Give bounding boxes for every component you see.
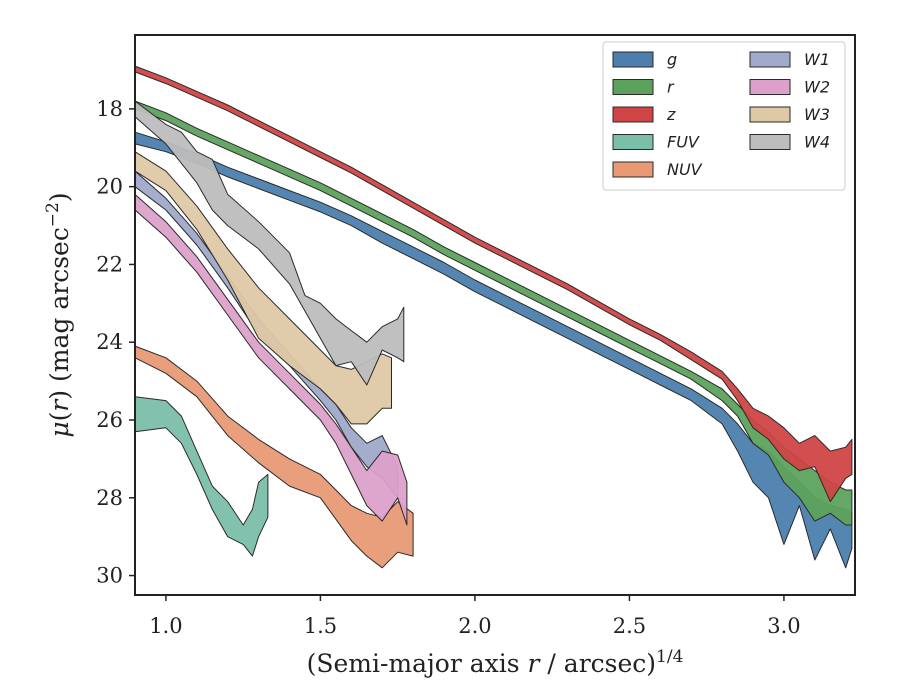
y-axis-ticks: 18 20 22 24 26 28 30: [96, 97, 135, 588]
legend-entry-w1: W1: [749, 50, 830, 69]
x-tick-label: 1.0: [149, 614, 182, 638]
legend-items: grz FUV NUV W1 W2 W3 W4: [612, 50, 830, 179]
band-z: [134, 65, 853, 503]
x-tick-label: 2.0: [458, 614, 491, 638]
y-tick-label: 28: [96, 486, 123, 510]
legend-label: g: [667, 50, 677, 69]
legend-swatch: [612, 106, 654, 123]
legend-swatch: [612, 134, 654, 150]
legend-swatch: [749, 51, 791, 68]
y-tick-label: 20: [96, 175, 123, 199]
legend-swatch: [612, 51, 654, 68]
y-tick-label: 30: [96, 564, 123, 588]
band-w4: [134, 100, 405, 386]
band-w3: [134, 151, 392, 425]
legend-entry-w3: W3: [749, 105, 830, 124]
plot-frame: [134, 34, 856, 596]
legend-label: W4: [804, 133, 830, 152]
legend-entry-g: g: [612, 50, 677, 69]
band-nuv: [134, 345, 414, 569]
legend-swatch: [612, 161, 654, 178]
y-tick-label: 22: [96, 252, 123, 276]
band-w2: [134, 193, 408, 526]
y-tick-label: 26: [96, 408, 123, 432]
band-g: [134, 131, 853, 569]
legend-swatch: [749, 106, 791, 123]
legend-entry-w4: W4: [749, 133, 830, 152]
legend-entry-z: z: [612, 105, 676, 124]
legend-entry-w2: W2: [749, 78, 830, 97]
legend-label: W3: [804, 105, 830, 124]
x-tick-label: 3.0: [767, 614, 800, 638]
legend-label: z: [666, 105, 676, 124]
legend: grz FUV NUV W1 W2 W3 W4: [602, 41, 846, 191]
band-fuv: [134, 396, 269, 557]
legend-entry-fuv: FUV: [612, 133, 700, 152]
legend-swatch: [749, 79, 791, 95]
legend-entry-r: r: [612, 78, 675, 97]
legend-label: r: [667, 78, 675, 97]
band-r: [134, 100, 853, 526]
x-tick-label: 2.5: [613, 614, 646, 638]
legend-label: FUV: [667, 133, 700, 152]
legend-swatch: [612, 79, 654, 95]
legend-label: W2: [804, 78, 830, 97]
x-axis-title: (Semi-major axis r / arcsec)1/4: [307, 647, 684, 678]
x-tick-label: 1.5: [304, 614, 337, 638]
legend-entry-nuv: NUV: [612, 160, 703, 179]
y-tick-label: 24: [96, 330, 123, 354]
x-axis-ticks: 1.0 1.5 2.0 2.5 3.0: [149, 595, 801, 638]
legend-label: W1: [804, 50, 830, 69]
band-layer: [134, 65, 853, 569]
legend-label: NUV: [667, 160, 703, 179]
y-axis-title: μ(r) (mag arcsec−2): [43, 192, 74, 437]
legend-swatch: [749, 134, 791, 150]
y-tick-label: 18: [96, 97, 123, 121]
